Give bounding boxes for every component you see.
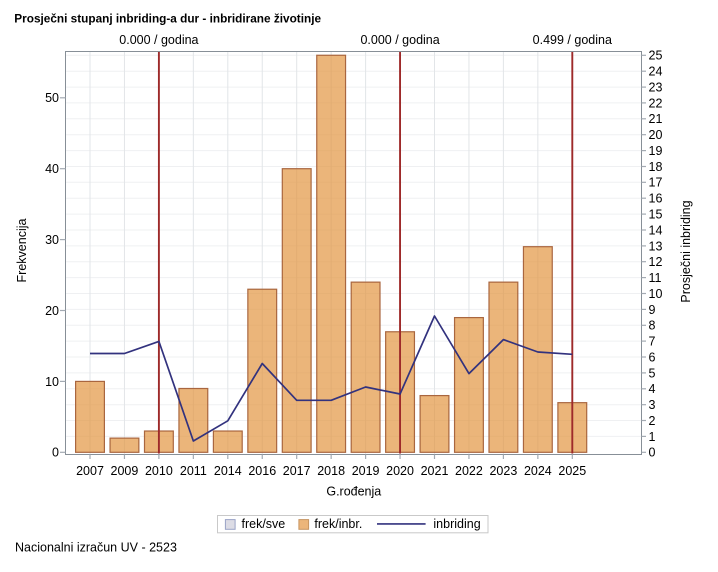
svg-text:2025: 2025 (558, 464, 586, 478)
svg-text:0: 0 (649, 446, 656, 460)
svg-text:8: 8 (649, 319, 656, 333)
svg-text:15: 15 (649, 208, 663, 222)
svg-text:25: 25 (649, 49, 663, 63)
svg-text:Nacionalni izračun UV - 2523: Nacionalni izračun UV - 2523 (15, 540, 177, 554)
svg-text:2: 2 (649, 414, 656, 428)
svg-text:2021: 2021 (421, 464, 449, 478)
svg-text:Prosječni stupanj inbriding-a: Prosječni stupanj inbriding-a dur - inbr… (14, 11, 321, 25)
svg-text:2019: 2019 (352, 464, 380, 478)
svg-text:10: 10 (649, 287, 663, 301)
svg-text:2010: 2010 (145, 464, 173, 478)
svg-text:2018: 2018 (317, 464, 345, 478)
svg-text:20: 20 (649, 128, 663, 142)
svg-text:14: 14 (649, 223, 663, 237)
svg-text:12: 12 (649, 255, 663, 269)
svg-text:4: 4 (649, 382, 656, 396)
svg-text:3: 3 (649, 398, 656, 412)
svg-text:G.rođenja: G.rođenja (326, 484, 381, 498)
svg-text:0.000 / godina: 0.000 / godina (119, 33, 198, 47)
svg-text:50: 50 (45, 91, 59, 105)
svg-text:0.499 / godina: 0.499 / godina (533, 33, 612, 47)
svg-text:2007: 2007 (76, 464, 104, 478)
svg-text:18: 18 (649, 160, 663, 174)
svg-text:5: 5 (649, 366, 656, 380)
svg-text:2023: 2023 (489, 464, 517, 478)
svg-text:frek/inbr.: frek/inbr. (314, 517, 362, 531)
svg-text:6: 6 (649, 350, 656, 364)
svg-text:21: 21 (649, 112, 663, 126)
svg-text:2022: 2022 (455, 464, 483, 478)
svg-text:2016: 2016 (248, 464, 276, 478)
svg-text:20: 20 (45, 304, 59, 318)
svg-text:22: 22 (649, 96, 663, 110)
svg-text:inbriding: inbriding (433, 517, 480, 531)
svg-text:23: 23 (649, 81, 663, 95)
svg-text:2017: 2017 (283, 464, 311, 478)
svg-text:2014: 2014 (214, 464, 242, 478)
svg-text:Prosječni inbriding: Prosječni inbriding (679, 200, 693, 302)
svg-text:9: 9 (649, 303, 656, 317)
svg-text:0.000 / godina: 0.000 / godina (360, 33, 439, 47)
svg-text:2009: 2009 (111, 464, 139, 478)
svg-text:0: 0 (52, 446, 59, 460)
svg-text:19: 19 (649, 144, 663, 158)
svg-text:Frekvencija: Frekvencija (15, 219, 29, 283)
svg-text:24: 24 (649, 65, 663, 79)
svg-text:2020: 2020 (386, 464, 414, 478)
svg-text:1: 1 (649, 430, 656, 444)
svg-text:11: 11 (649, 271, 662, 285)
svg-text:2011: 2011 (180, 464, 207, 478)
svg-text:30: 30 (45, 233, 59, 247)
svg-text:13: 13 (649, 239, 663, 253)
svg-text:frek/sve: frek/sve (242, 517, 286, 531)
svg-text:40: 40 (45, 162, 59, 176)
svg-text:7: 7 (649, 335, 656, 349)
svg-text:17: 17 (649, 176, 663, 190)
svg-text:2024: 2024 (524, 464, 552, 478)
svg-text:10: 10 (45, 375, 59, 389)
svg-text:16: 16 (649, 192, 663, 206)
